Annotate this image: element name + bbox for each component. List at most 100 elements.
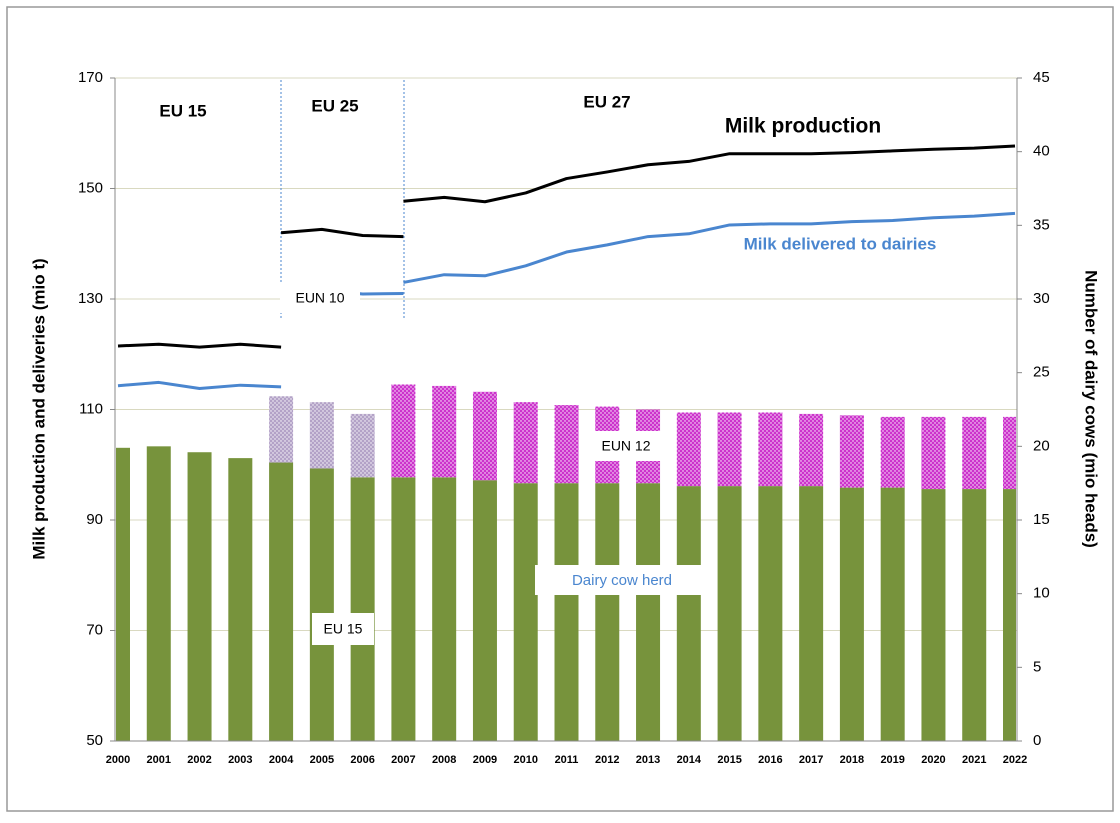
bar <box>758 412 783 487</box>
era-label: EU 27 <box>583 92 630 111</box>
bar <box>880 487 905 741</box>
bar <box>880 416 905 488</box>
y-tick-label: 170 <box>78 69 103 86</box>
bar <box>1003 489 1016 741</box>
y-tick-label: 50 <box>86 732 103 749</box>
line <box>403 211 1016 284</box>
x-tick-label: 2013 <box>636 754 660 766</box>
bar <box>187 452 212 741</box>
bar <box>269 396 294 463</box>
bar <box>228 458 253 741</box>
y2-tick-label: 10 <box>1033 585 1050 602</box>
bar <box>391 384 416 478</box>
bar <box>839 487 864 741</box>
x-tick-label: 2002 <box>187 754 211 766</box>
x-tick-label: 2010 <box>513 754 537 766</box>
bar <box>391 477 416 741</box>
y2-tick-label: 35 <box>1033 216 1050 233</box>
series-label: EUN 12 <box>601 438 650 454</box>
x-tick-label: 2021 <box>962 754 986 766</box>
y2-tick-label: 20 <box>1033 437 1050 454</box>
bar <box>1003 416 1016 490</box>
line <box>117 380 282 391</box>
x-tick-label: 2015 <box>717 754 741 766</box>
y2-tick-label: 25 <box>1033 364 1050 381</box>
bar <box>472 391 497 481</box>
y-tick-label: 70 <box>86 621 103 638</box>
bar <box>269 462 294 741</box>
x-tick-label: 2001 <box>147 754 171 766</box>
bar <box>432 477 457 741</box>
bar <box>513 483 538 741</box>
bar <box>309 402 334 469</box>
x-tick-label: 2005 <box>310 754 334 766</box>
bar <box>676 412 701 487</box>
label-box <box>585 431 667 461</box>
frame <box>6 6 1114 812</box>
y2-tick-label: 40 <box>1033 143 1050 160</box>
bar <box>839 415 864 488</box>
x-tick-label: 2008 <box>432 754 456 766</box>
bar <box>309 468 334 741</box>
x-tick-label: 2006 <box>350 754 374 766</box>
bar <box>799 486 824 741</box>
bar <box>116 447 130 741</box>
x-tick-label: 2000 <box>106 754 130 766</box>
bar <box>717 486 742 741</box>
line-label: Milk delivered to dairies <box>744 234 937 253</box>
bar <box>717 412 742 487</box>
bar <box>595 483 620 741</box>
y2-tick-label: 15 <box>1033 511 1050 528</box>
bar <box>921 489 946 741</box>
y2-tick-label: 45 <box>1033 69 1050 86</box>
x-tick-label: 2016 <box>758 754 782 766</box>
x-tick-label: 2011 <box>555 754 579 766</box>
y-tick-label: 90 <box>86 511 103 528</box>
bar <box>921 416 946 490</box>
label-box <box>312 613 374 645</box>
line <box>280 227 404 239</box>
line-label: Milk production <box>725 115 881 138</box>
series-label: Dairy cow herd <box>572 572 672 589</box>
y2-tick-label: 5 <box>1033 658 1041 675</box>
x-tick-label: 2014 <box>677 754 702 766</box>
era-label: EU 15 <box>159 101 206 120</box>
bar <box>350 477 375 741</box>
series-label: EU 15 <box>324 621 363 637</box>
bar <box>962 416 987 490</box>
axes: 50 70 90 110 130 150 170 0 5 10 15 20 25 30 35 40 45 2000… <box>78 69 1050 766</box>
lines <box>117 144 1016 391</box>
bar <box>554 483 579 741</box>
bar <box>472 480 497 741</box>
y-tick-label: 110 <box>79 400 103 417</box>
bar <box>962 489 987 741</box>
label-box <box>280 283 360 313</box>
x-tick-label: 2012 <box>595 754 619 766</box>
bar <box>350 413 375 478</box>
bar <box>146 446 171 741</box>
label-box <box>535 565 710 595</box>
y-tick-label: 150 <box>78 179 103 196</box>
x-tick-label: 2004 <box>269 754 294 766</box>
x-tick-label: 2009 <box>473 754 497 766</box>
bars <box>116 384 1016 741</box>
bar <box>432 385 457 478</box>
x-tick-label: 2022 <box>1003 754 1027 766</box>
era-label: EU 25 <box>311 96 358 115</box>
bar <box>676 486 701 741</box>
x-tick-label: 2007 <box>391 754 415 766</box>
y2-axis-title: Number of dairy cows (mio heads) <box>1082 270 1101 548</box>
bar <box>513 402 538 484</box>
bar <box>636 483 661 741</box>
y2-tick-label: 0 <box>1033 732 1041 749</box>
bar <box>554 405 579 484</box>
x-tick-label: 2018 <box>840 754 864 766</box>
y-axis-title: Milk production and deliveries (mio t) <box>29 258 48 559</box>
bar <box>758 486 783 741</box>
x-tick-label: 2003 <box>228 754 252 766</box>
y2-tick-label: 30 <box>1033 290 1050 307</box>
x-tick-label: 2019 <box>880 754 904 766</box>
x-tick-label: 2020 <box>921 754 945 766</box>
line <box>117 342 282 349</box>
